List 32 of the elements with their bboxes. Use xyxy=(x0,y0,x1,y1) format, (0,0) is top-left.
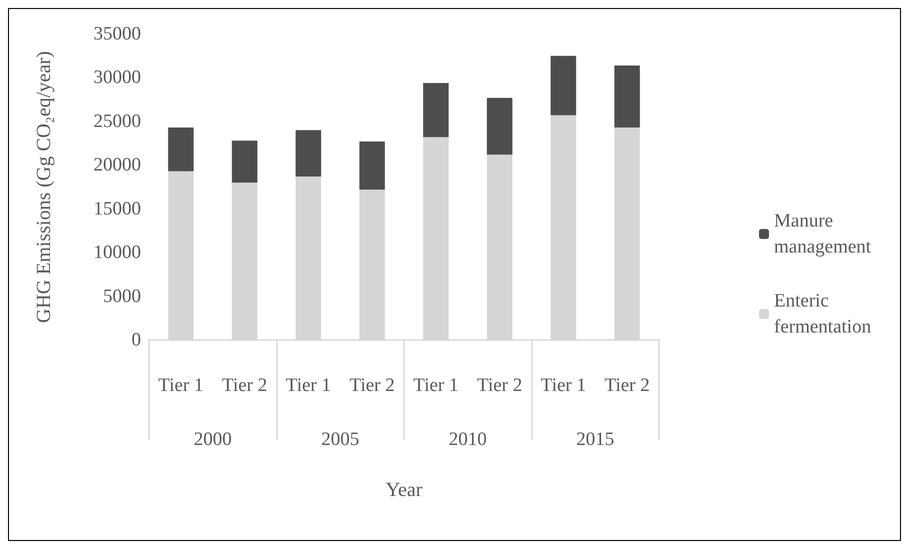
y-tick-label: 35000 xyxy=(94,24,141,44)
x-tick-label: Tier 2 xyxy=(350,375,395,396)
y-tick-label: 0 xyxy=(132,330,141,350)
bar xyxy=(168,128,194,172)
legend-label: Manure management xyxy=(774,210,872,258)
bar xyxy=(550,56,576,116)
x-tick-label: Tier 2 xyxy=(477,375,522,396)
text: 2005 xyxy=(321,429,360,450)
x-tick-label: Tier 1 xyxy=(158,375,204,396)
y-axis-title: GHG Emissions (Gg CO₂eq/year) xyxy=(33,51,55,323)
y-tick-label: 30000 xyxy=(94,67,141,88)
y-tick-label: 20000 xyxy=(94,154,141,176)
bar xyxy=(232,140,258,183)
x-tick-label: Tier 1 xyxy=(286,375,331,396)
y-tick-label: 10000 xyxy=(94,242,141,264)
y-tick-label: 25000 xyxy=(94,110,141,132)
x-axis-title: Year xyxy=(386,479,423,501)
bar xyxy=(614,65,640,128)
bar xyxy=(423,82,449,138)
x-tick-label: Tier 1 xyxy=(540,375,586,396)
y-tick-label: 5000 xyxy=(103,286,141,307)
text: 2000 xyxy=(194,429,232,450)
bar xyxy=(359,142,385,190)
y-tick-label: 15000 xyxy=(94,198,141,220)
text: 2015 xyxy=(576,429,614,450)
text: 2010 xyxy=(448,429,487,450)
bar xyxy=(296,130,322,177)
bar xyxy=(486,98,512,155)
x-tick-label: Tier 1 xyxy=(413,375,458,396)
x-tick-label: Tier 2 xyxy=(604,375,650,396)
x-tick-label: Tier 2 xyxy=(222,375,268,396)
legend-label: Enteric fermentation xyxy=(774,290,872,338)
